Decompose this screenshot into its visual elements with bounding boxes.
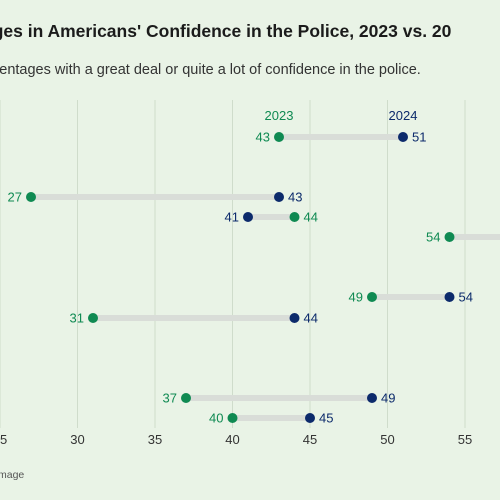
x-tick-label: 40 (225, 432, 239, 447)
x-tick-label: 35 (148, 432, 162, 447)
value-label-2024: 51 (412, 130, 426, 145)
point-2023 (88, 313, 98, 323)
value-label-2023: 31 (70, 311, 84, 326)
value-label-2023: 27 (8, 190, 22, 205)
value-label-2023: 40 (209, 411, 223, 426)
series-label-2024: 2024 (389, 108, 418, 123)
value-label-2023: 49 (349, 290, 363, 305)
value-label-2023: 54 (426, 230, 440, 245)
value-label-2024: 49 (381, 391, 395, 406)
x-tick-label: 45 (303, 432, 317, 447)
gridlines (0, 100, 466, 428)
point-2024 (274, 192, 284, 202)
value-label-2023: 44 (304, 210, 318, 225)
point-2024 (289, 313, 300, 323)
value-label-2023: 43 (256, 130, 270, 145)
point-2024 (243, 212, 253, 222)
point-2024 (398, 132, 408, 142)
series-label-2023: 2023 (265, 108, 294, 123)
x-tick-label: 25 (0, 432, 7, 447)
value-label-2024: 54 (459, 290, 473, 305)
value-label-2024: 45 (319, 411, 333, 426)
point-2024 (367, 393, 377, 403)
data-points (26, 132, 455, 423)
point-2024 (305, 413, 315, 423)
value-label-2024: 41 (225, 210, 239, 225)
value-label-2023: 37 (163, 391, 177, 406)
value-label-2024: 43 (288, 190, 302, 205)
data-labels: 2023202443512743444154604954314437494045 (8, 108, 473, 426)
x-tick-label: 50 (380, 432, 394, 447)
point-2023 (274, 132, 284, 142)
connector-bars (28, 134, 500, 421)
x-tick-label: 30 (70, 432, 84, 447)
chart-title: nges in Americans' Confidence in the Pol… (0, 21, 452, 41)
point-2023 (227, 413, 238, 423)
x-axis: 25 30 35 40 45 50 55 (0, 432, 472, 447)
point-2024 (444, 292, 455, 302)
source-note: mage (0, 469, 25, 481)
point-2023 (289, 212, 300, 222)
point-2023 (367, 292, 377, 302)
point-2023 (181, 393, 191, 403)
x-tick-label: 55 (458, 432, 472, 447)
chart-subtitle: centages with a great deal or quite a lo… (0, 62, 421, 78)
value-label-2024: 44 (304, 311, 318, 326)
point-2023 (444, 232, 455, 242)
point-2023 (26, 192, 36, 202)
